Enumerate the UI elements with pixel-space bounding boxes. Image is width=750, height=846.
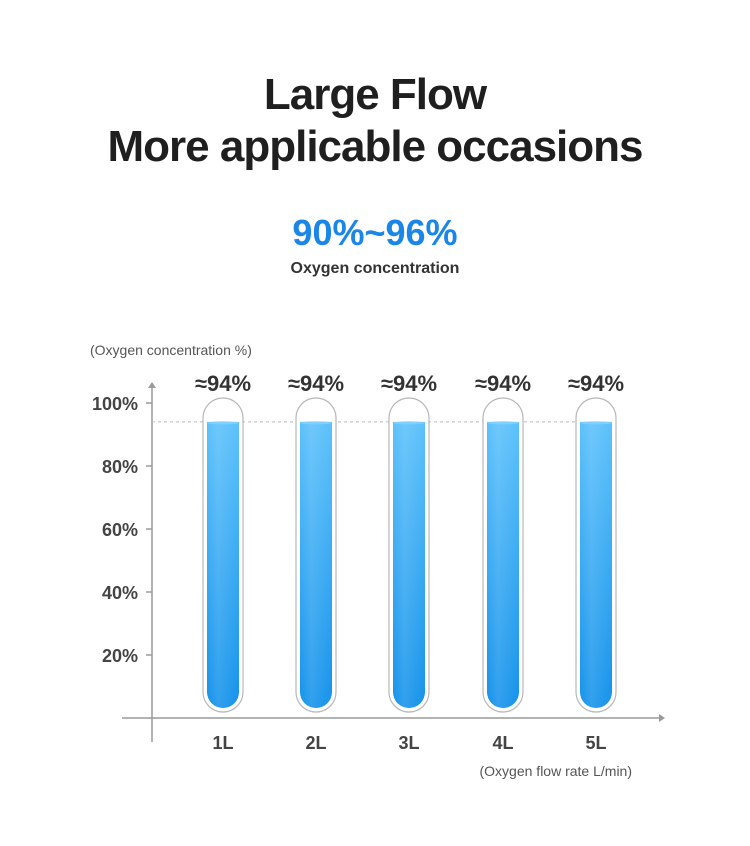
y-tick-label: 80% <box>102 457 138 477</box>
data-label: ≈94% <box>381 371 437 396</box>
y-tick-label: 100% <box>92 394 138 414</box>
tube-bar <box>295 397 337 713</box>
bar-surface <box>393 421 425 425</box>
tube-bar <box>202 397 244 713</box>
y-tick-label: 20% <box>102 646 138 666</box>
title-line-2: More applicable occasions <box>107 122 644 171</box>
bar-shine <box>393 421 425 708</box>
x-tick-label: 2L <box>305 733 326 753</box>
x-axis-arrow <box>659 714 665 722</box>
bar-surface <box>300 421 332 425</box>
y-tick-label: 40% <box>102 583 138 603</box>
concentration-range: 90%~96% <box>292 212 458 253</box>
y-axis-label: (Oxygen concentration %) <box>90 342 252 358</box>
bar-surface <box>580 421 612 425</box>
data-label: ≈94% <box>568 371 624 396</box>
bar-shine <box>300 421 332 708</box>
bar-shine <box>487 421 519 708</box>
bar-surface <box>207 421 239 425</box>
data-label: ≈94% <box>475 371 531 396</box>
x-tick-label: 3L <box>398 733 419 753</box>
title-line-1: Large Flow <box>263 70 487 119</box>
y-axis-arrow <box>148 382 156 388</box>
tube-bar <box>575 397 617 713</box>
bar-shine <box>207 421 239 708</box>
x-tick-label: 4L <box>492 733 513 753</box>
data-label: ≈94% <box>195 371 251 396</box>
data-label: ≈94% <box>288 371 344 396</box>
tube-bar <box>388 397 430 713</box>
bar-surface <box>487 421 519 425</box>
x-axis-label: (Oxygen flow rate L/min) <box>480 763 633 779</box>
concentration-caption: Oxygen concentration <box>290 260 460 277</box>
x-tick-label: 1L <box>212 733 233 753</box>
y-tick-label: 60% <box>102 520 138 540</box>
tube-bar <box>482 397 524 713</box>
bar-shine <box>580 421 612 708</box>
x-tick-label: 5L <box>585 733 606 753</box>
